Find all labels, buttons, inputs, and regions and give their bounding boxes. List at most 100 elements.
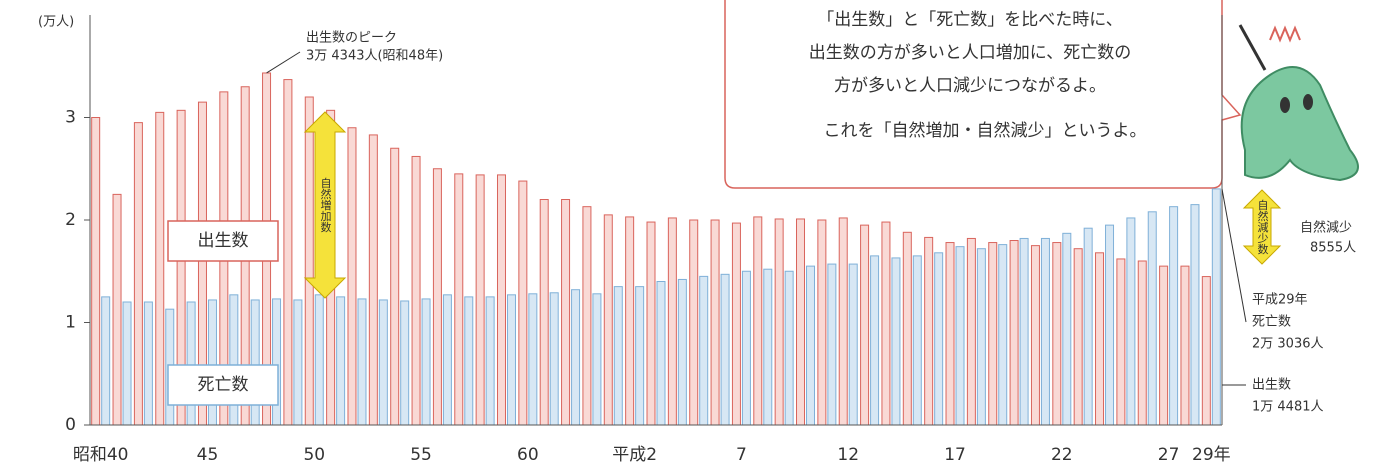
bar — [1052, 242, 1062, 426]
bar — [475, 174, 485, 426]
bar — [646, 221, 656, 426]
bar — [539, 199, 549, 426]
bar — [667, 217, 677, 426]
arrow-label: 自然減少数 — [1256, 199, 1269, 255]
bubble-text: 方が多いと人口減少につながるよ。 — [834, 76, 1106, 96]
bar — [432, 168, 442, 426]
bar — [817, 219, 827, 426]
bar — [796, 218, 806, 426]
legend-label: 出生数 — [198, 231, 249, 251]
bar — [571, 289, 581, 426]
speech-bubble — [724, 0, 1242, 189]
bar — [207, 299, 217, 426]
annotation: 平成29年 — [1252, 293, 1308, 308]
bar — [934, 252, 944, 426]
bar — [1105, 224, 1115, 426]
bubble-text: これを「自然増加・自然減少」というよ。 — [824, 121, 1147, 141]
bar — [400, 300, 410, 426]
bar — [838, 217, 848, 426]
x-tick-label: 平成2 — [612, 445, 657, 465]
annotation: 出生数のピーク — [306, 31, 397, 46]
x-tick-label: 17 — [944, 445, 966, 465]
bar — [582, 206, 592, 426]
bar — [613, 286, 623, 426]
legend-label: 死亡数 — [198, 375, 249, 395]
bar — [518, 180, 528, 426]
annotation: 出生数 — [1252, 378, 1291, 393]
bar — [442, 294, 452, 426]
bar — [368, 134, 378, 426]
bar — [625, 216, 635, 426]
bar — [763, 268, 773, 426]
bar — [101, 296, 111, 426]
annotation: 8555人 — [1310, 241, 1356, 256]
bar — [1159, 265, 1169, 426]
y-tick-label: 3 — [65, 108, 76, 128]
bar — [699, 275, 709, 426]
bar — [1180, 265, 1190, 426]
bar — [1190, 204, 1200, 426]
x-tick-label: 12 — [837, 445, 859, 465]
bar — [336, 296, 346, 426]
bar — [1211, 188, 1221, 426]
bar — [304, 96, 314, 426]
bar — [955, 246, 965, 426]
unit-label: (万人) — [38, 15, 74, 30]
bar — [464, 296, 474, 426]
leader-line — [1221, 188, 1247, 323]
double-arrow — [1242, 189, 1282, 265]
bar — [592, 293, 602, 426]
bar — [1116, 258, 1126, 426]
bar — [976, 248, 986, 426]
bar — [731, 222, 741, 426]
bar — [378, 299, 388, 426]
bar — [1062, 232, 1072, 426]
bar — [155, 111, 165, 426]
bar — [1137, 260, 1147, 426]
arrow-label: 自然増加数 — [319, 177, 332, 233]
bar — [988, 242, 998, 426]
legend-box — [167, 220, 279, 262]
bar — [784, 270, 794, 426]
bar — [314, 294, 324, 426]
bar — [603, 214, 613, 426]
bar — [357, 298, 367, 426]
annotation: 2万 3036人 — [1252, 337, 1324, 352]
bar — [186, 301, 196, 426]
x-tick-label: 60 — [517, 445, 539, 465]
x-tick-label: 22 — [1051, 445, 1073, 465]
bar — [912, 255, 922, 426]
bar — [1083, 227, 1093, 426]
bar — [1126, 217, 1136, 426]
bar — [283, 79, 293, 426]
y-tick-label: 2 — [65, 210, 76, 230]
bar — [774, 218, 784, 426]
bubble-text: 出生数の方が多いと人口増加に、死亡数の — [809, 43, 1132, 63]
annotation: 自然減少 — [1300, 220, 1352, 236]
bar — [133, 122, 143, 426]
bar — [272, 298, 282, 426]
bar — [741, 270, 751, 426]
x-tick-label: 45 — [197, 445, 219, 465]
bar — [1030, 245, 1040, 426]
bar — [1201, 276, 1211, 426]
bar — [720, 273, 730, 426]
bar — [870, 255, 880, 426]
bar — [250, 299, 260, 426]
x-tick-label: 55 — [410, 445, 432, 465]
bar — [1147, 211, 1157, 426]
bar — [924, 236, 934, 426]
leader-line — [266, 51, 301, 74]
bar — [860, 224, 870, 426]
annotation: 3万 4343人(昭和48年) — [306, 49, 443, 64]
x-tick-label: 29年 — [1192, 445, 1231, 465]
bar — [91, 117, 101, 426]
bar — [528, 293, 538, 426]
x-tick-label: 昭和40 — [73, 445, 129, 465]
bubble-text: 「出生数」と「死亡数」を比べた時に、 — [817, 10, 1123, 30]
x-tick-label: 50 — [303, 445, 325, 465]
bar — [945, 242, 955, 426]
bar — [1009, 240, 1019, 426]
bar — [1019, 237, 1029, 426]
